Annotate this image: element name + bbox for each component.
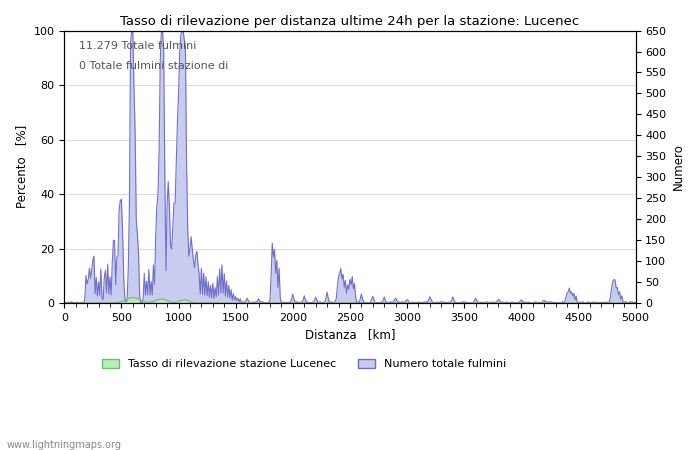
Title: Tasso di rilevazione per distanza ultime 24h per la stazione: Lucenec: Tasso di rilevazione per distanza ultime… [120, 15, 580, 28]
X-axis label: Distanza   [km]: Distanza [km] [304, 328, 395, 341]
Y-axis label: Percento   [%]: Percento [%] [15, 125, 28, 208]
Y-axis label: Numero: Numero [672, 144, 685, 190]
Text: 0 Totale fulmini stazione di: 0 Totale fulmini stazione di [78, 61, 228, 71]
Text: 11.279 Totale fulmini: 11.279 Totale fulmini [78, 41, 196, 51]
Legend: Tasso di rilevazione stazione Lucenec, Numero totale fulmini: Tasso di rilevazione stazione Lucenec, N… [98, 354, 510, 374]
Text: www.lightningmaps.org: www.lightningmaps.org [7, 440, 122, 450]
